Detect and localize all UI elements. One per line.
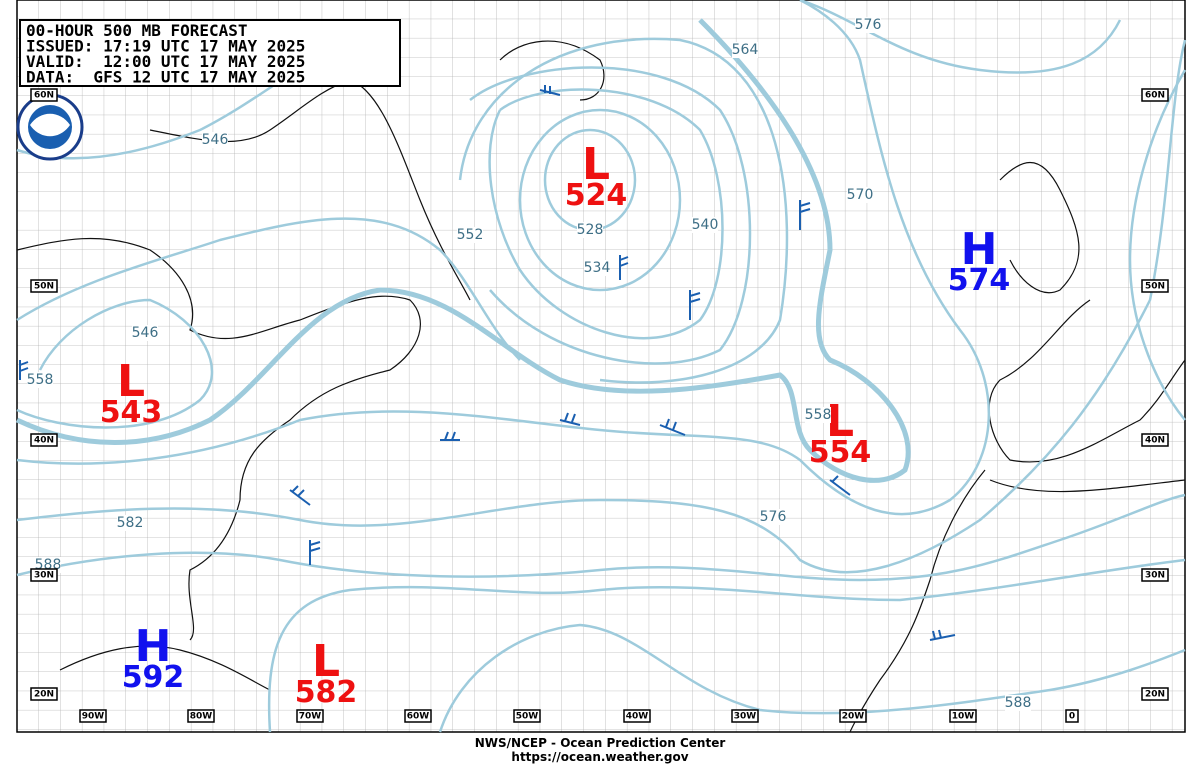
contour-label-bg xyxy=(760,509,786,525)
contour-label-bg xyxy=(1005,695,1031,711)
contour-label: 552 xyxy=(457,227,484,243)
header-line: VALID: 12:00 UTC 17 MAY 2025 xyxy=(26,52,305,71)
lon-label: 20W xyxy=(842,712,865,722)
lat-label-left: 60N xyxy=(34,91,54,101)
lat-label-right: 20N xyxy=(1145,690,1165,700)
lat-label-right: 30N xyxy=(1145,571,1165,581)
center-value: 524 xyxy=(565,178,628,213)
lat-label-right: 60N xyxy=(1145,91,1165,101)
lat-label-left: 50N xyxy=(34,282,54,292)
center-value: 592 xyxy=(122,660,185,695)
lon-label: 50W xyxy=(516,712,539,722)
lat-label-box xyxy=(1141,568,1169,582)
contour-label-bg xyxy=(457,227,483,243)
height-contours xyxy=(15,0,1187,733)
lat-label-box xyxy=(30,687,58,701)
lon-label: 60W xyxy=(407,712,430,722)
lat-label-box xyxy=(1141,687,1169,701)
lat-label-box xyxy=(1141,88,1169,102)
noaa-logo xyxy=(16,93,84,161)
wind-barbs xyxy=(19,85,956,641)
lon-label: 70W xyxy=(299,712,322,722)
contour-label-bg xyxy=(584,260,610,276)
center-letter: L xyxy=(582,139,610,190)
lat-label-box xyxy=(30,88,58,102)
contour-label: 576 xyxy=(855,17,882,33)
lat-label-left: 30N xyxy=(34,571,54,581)
lon-label: 30W xyxy=(734,712,757,722)
lon-label: 90W xyxy=(82,712,105,722)
lat-label-right: 40N xyxy=(1145,436,1165,446)
contour-label: 546 xyxy=(132,325,159,341)
lat-label-box xyxy=(30,433,58,447)
lon-label-box xyxy=(839,709,867,723)
footer-line: https://ocean.weather.gov xyxy=(511,750,688,764)
contour-label: 558 xyxy=(27,372,54,388)
center-letter: H xyxy=(961,224,998,275)
contour-label: 528 xyxy=(577,222,604,238)
lat-label-box xyxy=(30,279,58,293)
lat-label-left: 20N xyxy=(34,690,54,700)
contour-label: 540 xyxy=(692,217,719,233)
contour-label: 534 xyxy=(584,260,611,276)
lon-label: 10W xyxy=(952,712,975,722)
contour-label-bg xyxy=(27,372,53,388)
contour-label: 564 xyxy=(732,42,759,58)
lon-label-box xyxy=(1065,709,1079,723)
contour-label-bg xyxy=(117,515,143,531)
lat-label-box xyxy=(30,568,58,582)
footer-line: NWS/NCEP - Ocean Prediction Center xyxy=(475,736,726,750)
contour-label: 558 xyxy=(805,407,832,423)
contour-label-bg xyxy=(732,42,758,58)
contour-label-bg xyxy=(577,222,603,238)
center-value: 582 xyxy=(295,675,358,710)
lon-label-box xyxy=(296,709,324,723)
header-box xyxy=(19,19,401,87)
contour-label: 582 xyxy=(117,515,144,531)
contour-label-bg xyxy=(202,132,228,148)
contour-label: 576 xyxy=(760,509,787,525)
contour-label-bg xyxy=(805,407,831,423)
lon-label-box xyxy=(187,709,215,723)
lat-label-left: 40N xyxy=(34,436,54,446)
contour-label-bg xyxy=(847,187,873,203)
center-value: 543 xyxy=(100,395,163,430)
center-letter: H xyxy=(135,621,172,672)
center-value: 554 xyxy=(809,435,872,470)
contour-label: 546 xyxy=(202,132,229,148)
header-line: 00-HOUR 500 MB FORECAST xyxy=(26,21,248,40)
lon-label-box xyxy=(949,709,977,723)
lon-label-box xyxy=(79,709,107,723)
lon-label-box xyxy=(513,709,541,723)
header-line: ISSUED: 17:19 UTC 17 MAY 2025 xyxy=(26,37,305,56)
center-letter: L xyxy=(117,356,145,407)
lat-label-box xyxy=(1141,279,1169,293)
lat-label-right: 50N xyxy=(1145,282,1165,292)
contour-label-bg xyxy=(692,217,718,233)
lon-label: 0 xyxy=(1069,712,1075,722)
contour-label-bg xyxy=(855,17,881,33)
center-value: 574 xyxy=(948,263,1011,298)
contour-label: 570 xyxy=(847,187,874,203)
header-line: DATA: GFS 12 UTC 17 MAY 2025 xyxy=(26,68,305,87)
contour-label-bg xyxy=(132,325,158,341)
contour-label: 588 xyxy=(1005,695,1032,711)
lat-label-box xyxy=(1141,433,1169,447)
lon-label-box xyxy=(623,709,651,723)
lon-label-box xyxy=(731,709,759,723)
lon-label: 80W xyxy=(190,712,213,722)
center-letter: L xyxy=(312,636,340,687)
lon-label-box xyxy=(404,709,432,723)
lon-label: 40W xyxy=(626,712,649,722)
